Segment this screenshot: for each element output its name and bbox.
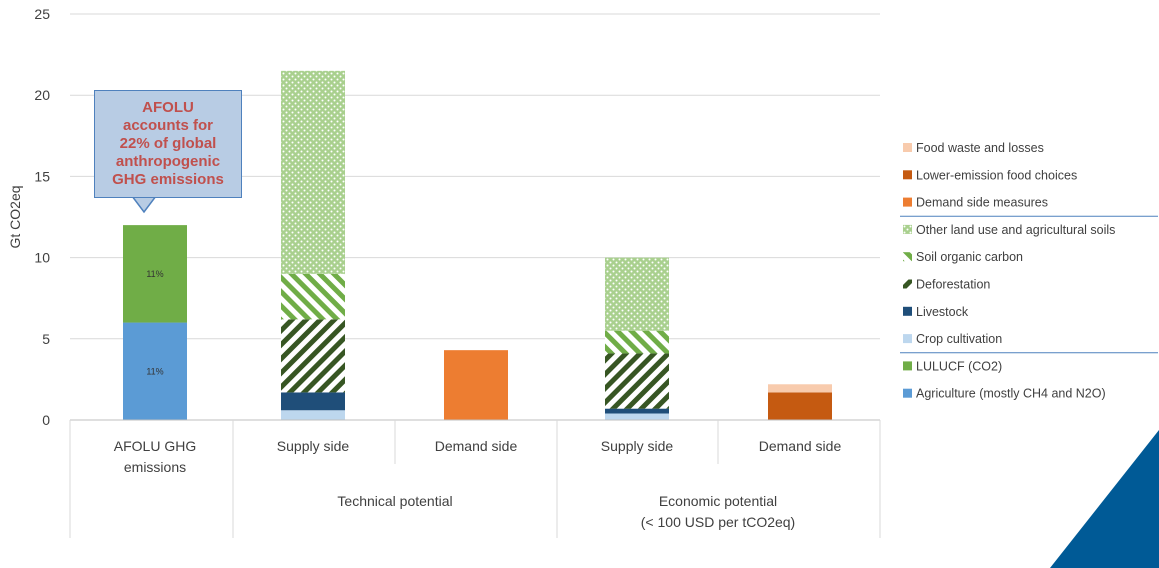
bar-data-label: 11% <box>146 366 163 376</box>
legend-swatch <box>903 279 912 289</box>
annotation-callout: AFOLU accounts for 22% of global anthropoge… <box>94 90 242 198</box>
bar-segment <box>281 319 345 393</box>
bar-segment <box>605 353 669 409</box>
legend-label: Lower-emission food choices <box>916 168 1077 182</box>
legend-swatch <box>903 224 912 234</box>
bar-segment <box>768 384 832 393</box>
bar-segment <box>768 392 832 420</box>
y-tick-label: 0 <box>42 412 50 428</box>
legend-swatch <box>903 306 912 316</box>
bar-segment <box>605 408 669 414</box>
legend-label: Agriculture (mostly CH4 and N2O) <box>916 387 1106 401</box>
bar-data-label: 11% <box>146 269 163 279</box>
y-tick-label: 25 <box>34 6 50 22</box>
annotation-text: AFOLU accounts for 22% of global anthropoge… <box>100 99 236 189</box>
legend-swatch <box>903 170 912 180</box>
bar-segment <box>281 70 345 274</box>
y-tick-label: 15 <box>34 168 50 184</box>
bar-segment <box>281 273 345 320</box>
annotation-line: GHG emissions <box>112 171 224 188</box>
y-axis-ticks: 0 5 10 15 20 25 <box>34 6 50 428</box>
legend-swatch <box>903 143 912 152</box>
legend-label: Food waste and losses <box>916 141 1044 155</box>
legend-swatch <box>903 252 912 262</box>
legend-label: Livestock <box>916 305 969 319</box>
x-category-label: AFOLU GHG <box>114 438 196 454</box>
y-tick-label: 5 <box>42 331 50 347</box>
callout-pointer <box>131 196 157 214</box>
x-category-label: emissions <box>124 459 186 475</box>
x-group-label: (< 100 USD per tCO2eq) <box>641 514 795 530</box>
legend-swatch <box>903 361 912 371</box>
x-group-label: Technical potential <box>337 493 452 509</box>
annotation-line: accounts for <box>122 117 213 134</box>
bar-segment <box>444 350 508 420</box>
bar-segment <box>605 413 669 420</box>
y-tick-label: 20 <box>34 87 50 103</box>
x-category-label: Demand side <box>435 438 518 454</box>
legend-swatch <box>903 197 912 207</box>
bars: 11% 11% <box>123 70 832 420</box>
legend-label: Other land use and agricultural soils <box>916 223 1115 237</box>
x-group-label: Economic potential <box>659 493 777 509</box>
x-axis: AFOLU GHG emissions Supply side Demand side… <box>69 419 881 538</box>
legend-label: Soil organic carbon <box>916 250 1023 264</box>
bar-segment <box>605 257 669 331</box>
bar-segment <box>123 322 187 420</box>
bar-segment <box>281 410 345 420</box>
annotation-line: 22% of global <box>119 135 217 152</box>
bar-segment <box>123 225 187 323</box>
legend-swatch <box>903 334 912 344</box>
legend-label: LULUCF (CO2) <box>916 359 1002 373</box>
x-category-label: Supply side <box>601 438 674 454</box>
corner-decoration <box>1050 430 1159 568</box>
y-axis-label: Gt CO2eq <box>7 185 23 248</box>
legend-label: Crop cultivation <box>916 332 1002 346</box>
legend-label: Deforestation <box>916 278 990 292</box>
y-tick-label: 10 <box>34 250 50 266</box>
x-category-label: Demand side <box>759 438 842 454</box>
legend: Food waste and losses Lower-emission food… <box>900 141 1158 401</box>
legend-label: Demand side measures <box>916 196 1048 210</box>
bar-segment <box>605 330 669 354</box>
x-category-label: Supply side <box>277 438 350 454</box>
bar-segment <box>281 392 345 411</box>
legend-swatch <box>903 388 912 398</box>
annotation-line: anthropogenic <box>115 153 221 170</box>
annotation-line: AFOLU <box>142 99 194 116</box>
